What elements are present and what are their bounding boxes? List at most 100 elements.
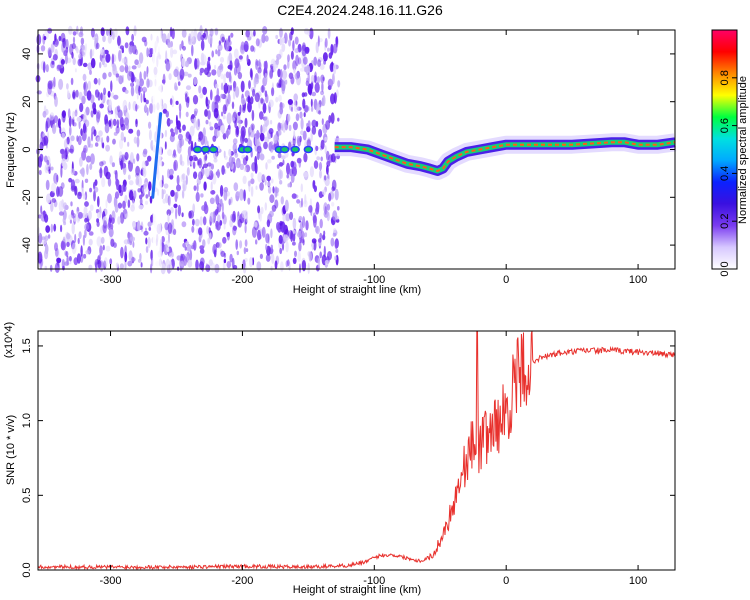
spectrogram-cell bbox=[77, 135, 82, 146]
spectrogram-cell bbox=[320, 90, 325, 96]
spectrogram-cell bbox=[318, 110, 321, 115]
spectrogram-cell bbox=[255, 239, 258, 245]
spectrogram-cell bbox=[209, 212, 215, 223]
spectrogram-cell bbox=[143, 230, 149, 236]
spectrogram-cell bbox=[165, 258, 170, 270]
spectrogram-cell bbox=[165, 50, 168, 62]
spectrogram-cell bbox=[72, 31, 77, 36]
spectrogram-cell bbox=[210, 34, 213, 45]
spectrogram-cell bbox=[214, 122, 219, 130]
spectrogram-cell bbox=[242, 175, 247, 185]
spectrogram-cell bbox=[327, 78, 333, 88]
spectrogram-cell bbox=[250, 172, 254, 179]
spectrogram-cell bbox=[324, 175, 327, 181]
spectrogram-cell bbox=[176, 120, 181, 130]
spectrogram-cell bbox=[139, 253, 142, 261]
spectrogram-cell bbox=[279, 79, 282, 88]
spectrogram-cell bbox=[102, 244, 105, 251]
spectrogram-cell bbox=[104, 123, 110, 134]
spectrogram-cell bbox=[292, 241, 296, 246]
spectrogram-cell bbox=[319, 169, 322, 179]
x-tick-label: -200 bbox=[231, 575, 253, 587]
spectrogram-cell bbox=[96, 218, 100, 223]
spectrogram-streak bbox=[151, 112, 163, 199]
spectrogram-cell bbox=[305, 80, 309, 87]
y-tick-label: 1.5 bbox=[21, 338, 33, 353]
spectrogram-cell bbox=[135, 165, 141, 176]
spectrogram-cell bbox=[245, 155, 249, 162]
spectrogram-cell bbox=[123, 168, 126, 173]
spectrogram-cell bbox=[197, 158, 200, 166]
spectrogram-cell bbox=[167, 222, 173, 234]
spectrogram-cell bbox=[81, 187, 84, 196]
spectrogram-cell bbox=[66, 241, 70, 247]
spectrogram-cell bbox=[285, 213, 291, 222]
spectrogram-cell bbox=[120, 246, 124, 259]
spectrogram-cell bbox=[149, 103, 154, 114]
spectrogram-cell bbox=[168, 196, 171, 207]
spectrogram-cell bbox=[211, 101, 216, 113]
spectrogram-cell bbox=[317, 59, 322, 68]
spectrogram-cell bbox=[284, 199, 289, 212]
spectrogram-cell bbox=[165, 110, 169, 118]
spectrogram-cell bbox=[186, 167, 190, 176]
spectrogram-cell bbox=[278, 162, 284, 167]
spectrogram-cell bbox=[78, 119, 81, 130]
colorbar-tick-label: 0.0 bbox=[719, 261, 731, 276]
spectrogram-cell bbox=[168, 73, 172, 81]
spectrogram-cell bbox=[321, 118, 324, 125]
spectrogram-cell bbox=[207, 63, 211, 72]
spectrogram-cell bbox=[236, 191, 241, 197]
spectrogram-cell bbox=[223, 150, 226, 158]
spectrogram-cell bbox=[318, 128, 323, 138]
spectrogram-cell bbox=[270, 228, 273, 239]
spectrogram-cell bbox=[239, 163, 245, 170]
spectrogram-cell bbox=[36, 34, 42, 46]
spectrogram-cell bbox=[189, 125, 195, 137]
spectrogram-cell bbox=[202, 32, 206, 39]
spectrogram-cell bbox=[242, 259, 246, 269]
spectrogram-cell bbox=[50, 201, 54, 213]
spectrogram-cell bbox=[197, 59, 201, 68]
spectrogram-cell bbox=[104, 208, 108, 216]
y-tick-label: -40 bbox=[21, 237, 33, 253]
spectrogram-cell bbox=[118, 184, 122, 194]
spectrogram-cell bbox=[315, 226, 319, 233]
spectrogram-cell bbox=[75, 108, 78, 113]
spectrogram-cell bbox=[278, 234, 283, 244]
spectrogram-cell bbox=[166, 117, 171, 127]
spectrogram-cell bbox=[296, 199, 301, 204]
spectrogram-cell bbox=[330, 63, 333, 73]
spectrogram-cell bbox=[176, 184, 181, 192]
spectrogram-cell bbox=[211, 50, 214, 58]
spectrogram-cell bbox=[73, 122, 77, 127]
spectrogram-cell bbox=[202, 216, 207, 226]
spectrogram-cell bbox=[215, 194, 219, 205]
spectrogram-cell bbox=[281, 37, 286, 44]
spectrogram-cell bbox=[262, 102, 267, 114]
spectrogram-cell bbox=[226, 112, 232, 125]
spectrogram-cell bbox=[138, 194, 143, 200]
spectrogram-cell bbox=[144, 200, 149, 205]
spectrogram-cell bbox=[136, 93, 139, 100]
spectrogram-cell bbox=[279, 27, 283, 38]
spectrogram-cell bbox=[223, 189, 228, 201]
spectrogram-cell bbox=[111, 53, 115, 65]
spectrogram-cell bbox=[77, 58, 83, 67]
spectrogram-cell bbox=[326, 211, 330, 222]
spectrogram-cell bbox=[192, 154, 198, 162]
spectrogram-cell bbox=[207, 237, 211, 245]
spectrogram-cell bbox=[287, 54, 290, 63]
spectrogram-cell bbox=[327, 28, 331, 39]
spectrogram-cell bbox=[161, 236, 165, 243]
spectrogram-cell bbox=[102, 72, 107, 80]
spectrogram-cell bbox=[334, 240, 338, 250]
spectrogram-cell bbox=[298, 215, 303, 221]
spectrogram-cell bbox=[265, 254, 271, 262]
spectrogram-cell bbox=[124, 194, 128, 204]
snr-panel: -300 -200 -100 0 100 0.0 0.5 1.0 1.5 Height of … bbox=[3, 322, 676, 596]
spectrogram-cell bbox=[162, 103, 168, 111]
spectrogram-cell bbox=[70, 77, 74, 86]
spectrogram-cell bbox=[52, 123, 57, 135]
spectrogram-cell bbox=[285, 79, 288, 85]
